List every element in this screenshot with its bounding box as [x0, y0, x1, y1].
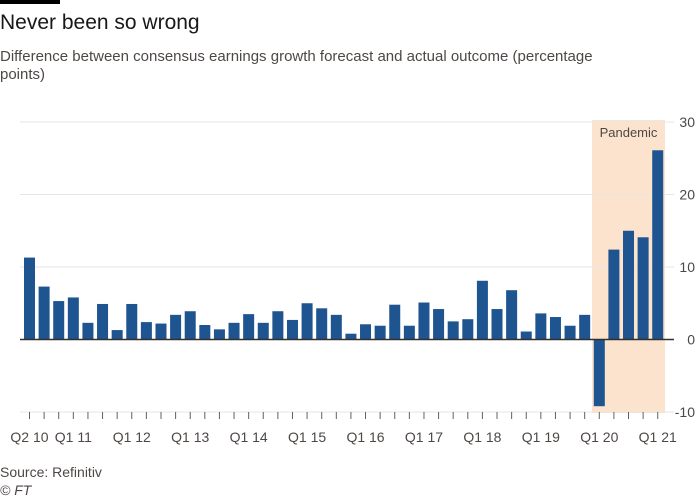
x-tick-label: Q1 18 [463, 429, 501, 445]
bar [389, 304, 401, 340]
bar [111, 330, 123, 340]
bar [579, 314, 591, 340]
x-tick-label: Q1 14 [230, 429, 268, 445]
y-tick-label: -10 [675, 404, 695, 420]
bar [301, 303, 313, 340]
bar [155, 323, 167, 340]
x-tick-label: Q1 15 [288, 429, 326, 445]
bar [243, 314, 255, 340]
bar [506, 290, 518, 340]
y-tick-label: 20 [679, 187, 695, 203]
x-tick-label: Q1 16 [346, 429, 384, 445]
bar [24, 257, 35, 340]
header-accent-bar [0, 0, 60, 4]
chart-subtitle: Difference between consensus earnings gr… [0, 48, 593, 83]
bar [462, 319, 474, 340]
x-tick-label: Q1 19 [522, 429, 560, 445]
bar [272, 311, 284, 340]
bar [67, 297, 79, 340]
bar [608, 249, 620, 340]
bar [374, 325, 386, 340]
bar [345, 333, 357, 340]
bar [535, 313, 547, 340]
chart-title: Never been so wrong [0, 11, 200, 34]
x-tick-label: Q1 11 [55, 429, 92, 445]
x-tick-label: Q2 10 [10, 429, 48, 445]
bar [360, 324, 372, 340]
x-tick-label: Q1 17 [405, 429, 443, 445]
bar [447, 321, 459, 340]
bar [170, 314, 182, 340]
bar [418, 302, 430, 340]
bar-chart: -10 0 10 20 30 Q2 10 Q1 11 Q1 12 Q1 13 Q1 14 Q1 15… [10, 114, 695, 445]
x-tick-label: Q1 20 [580, 429, 618, 445]
bar [652, 150, 664, 340]
bar [403, 325, 415, 340]
bar [316, 308, 328, 340]
y-tick-label: 10 [679, 259, 695, 275]
bar [330, 314, 342, 340]
bar [38, 286, 50, 340]
bar [520, 331, 532, 340]
bar [286, 319, 298, 340]
bar [140, 322, 152, 340]
bar [53, 301, 65, 340]
x-tick-label: Q1 12 [113, 429, 151, 445]
bar [213, 329, 225, 340]
bar [593, 339, 605, 407]
annotation-label: Pandemic [600, 125, 658, 140]
bar [491, 309, 503, 340]
source-note: Source: Refinitiv [0, 464, 102, 480]
bar [433, 309, 445, 340]
y-tick-label: 0 [687, 332, 695, 348]
x-tick-label: Q1 13 [171, 429, 209, 445]
y-tick-label: 30 [679, 114, 695, 130]
bar [549, 317, 561, 340]
x-tick-label: Q1 21 [639, 429, 677, 445]
bar [126, 303, 138, 340]
bar [476, 280, 488, 340]
bar [623, 230, 635, 340]
bar [228, 322, 240, 340]
bar [97, 303, 109, 340]
bar [257, 322, 269, 340]
bar [199, 325, 211, 340]
bar [637, 237, 649, 340]
bar [82, 322, 94, 340]
bar [564, 325, 576, 340]
bar [184, 311, 196, 340]
copyright-note: © FT [0, 482, 32, 498]
